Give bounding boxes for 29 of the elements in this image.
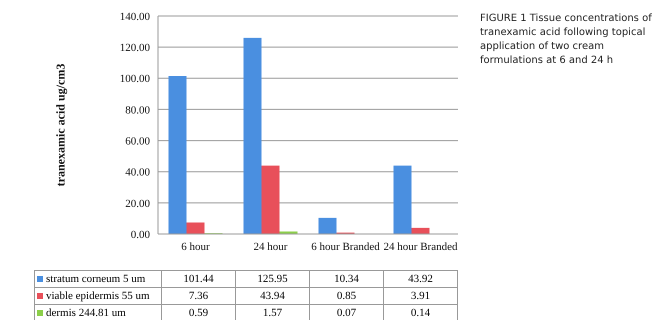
data-label: 101.44 — [162, 270, 236, 288]
data-label: 0.85 — [310, 288, 384, 304]
x-tick-label: 6 hour Branded — [311, 240, 380, 253]
data-label: 0.07 — [310, 304, 384, 320]
legend-label: viable epidermis 55 um — [34, 288, 162, 304]
data-label: 1.57 — [236, 304, 310, 320]
data-label: 43.94 — [236, 288, 310, 304]
legend-label: stratum corneum 5 um — [34, 270, 162, 288]
data-label: 0.59 — [162, 304, 236, 320]
data-label: 43.92 — [384, 270, 458, 288]
x-tick-label: 24 hour Branded — [384, 240, 458, 253]
x-tick-label: 6 hour — [181, 240, 210, 253]
y-tick-label: 140.00 — [120, 10, 150, 23]
y-tick-label: 120.00 — [120, 42, 150, 54]
legend-label: dermis 244.81 um — [34, 304, 162, 320]
y-tick-label: 0.00 — [130, 228, 150, 241]
text: FIGURE 1 Tissue concentrations of tranexamic acid following topical application of two cream formulations at 6 and 24 h — [480, 12, 653, 68]
data-label: 7.36 — [162, 288, 236, 304]
y-tick-label: 100.00 — [120, 73, 150, 86]
y-tick-label: 60.00 — [125, 135, 150, 148]
data-label: 125.95 — [236, 270, 310, 288]
y-tick-label: 40.00 — [125, 166, 150, 179]
data-label: 10.34 — [310, 270, 384, 288]
data-label: 3.91 — [384, 288, 458, 304]
data-label: 0.14 — [384, 304, 458, 320]
y-axis-title: tranexamic acid ug/cm3 — [53, 64, 68, 186]
x-tick-label: 24 hour — [254, 240, 288, 253]
y-tick-label: 20.00 — [125, 198, 150, 210]
y-tick-label: 80.00 — [125, 104, 150, 116]
